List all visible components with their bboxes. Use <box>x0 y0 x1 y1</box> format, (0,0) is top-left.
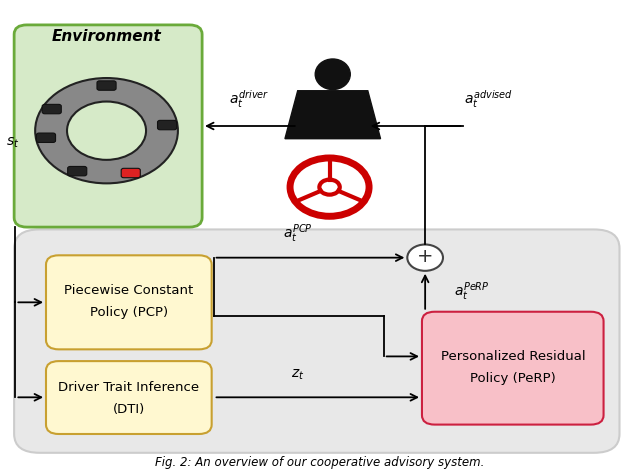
Circle shape <box>407 245 443 271</box>
Text: Policy (PeRP): Policy (PeRP) <box>470 372 556 385</box>
Text: $a_t^{PCP}$: $a_t^{PCP}$ <box>283 223 312 245</box>
FancyBboxPatch shape <box>42 105 61 114</box>
FancyBboxPatch shape <box>14 25 202 227</box>
Text: Piecewise Constant: Piecewise Constant <box>64 284 193 297</box>
FancyBboxPatch shape <box>157 120 177 130</box>
Polygon shape <box>285 91 381 139</box>
FancyBboxPatch shape <box>14 229 620 453</box>
Text: $z_t$: $z_t$ <box>291 368 305 382</box>
FancyBboxPatch shape <box>422 312 604 425</box>
Text: Policy (PCP): Policy (PCP) <box>90 306 168 319</box>
FancyBboxPatch shape <box>46 255 212 350</box>
Text: $a_t^{advised}$: $a_t^{advised}$ <box>465 88 513 110</box>
Circle shape <box>67 102 146 160</box>
FancyBboxPatch shape <box>36 133 56 142</box>
FancyBboxPatch shape <box>97 81 116 90</box>
Text: Driver Trait Inference: Driver Trait Inference <box>58 381 200 394</box>
Text: (DTI): (DTI) <box>113 403 145 416</box>
Text: $a_t^{PeRP}$: $a_t^{PeRP}$ <box>454 280 490 303</box>
Text: Environment: Environment <box>52 29 161 44</box>
FancyBboxPatch shape <box>121 168 140 178</box>
Text: $s_t$: $s_t$ <box>6 135 20 149</box>
Circle shape <box>35 78 178 184</box>
Text: +: + <box>417 247 433 266</box>
Text: $a_t^{driver}$: $a_t^{driver}$ <box>228 88 269 110</box>
Text: Personalized Residual: Personalized Residual <box>441 350 586 363</box>
FancyBboxPatch shape <box>68 166 87 176</box>
Ellipse shape <box>316 59 350 89</box>
Text: Fig. 2: An overview of our cooperative advisory system.: Fig. 2: An overview of our cooperative a… <box>156 456 484 469</box>
FancyBboxPatch shape <box>46 361 212 434</box>
